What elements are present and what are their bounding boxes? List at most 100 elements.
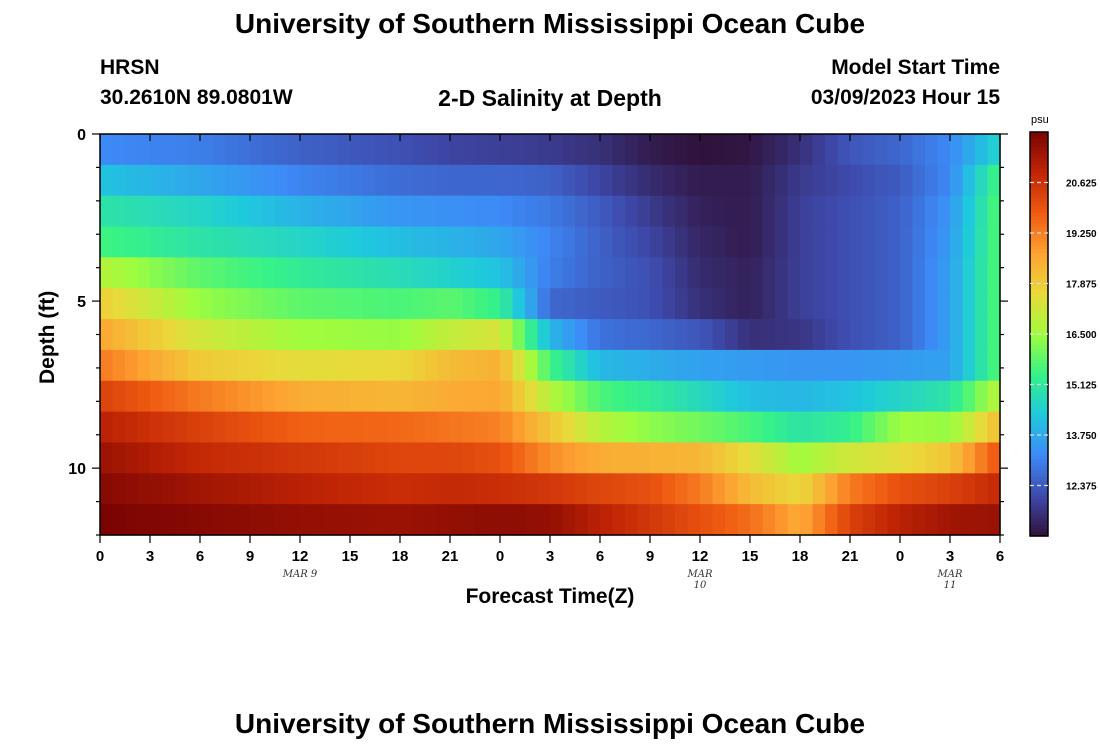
colorbar-segment [1030, 473, 1048, 478]
heatmap-cell [475, 380, 489, 413]
heatmap-cell [512, 442, 526, 474]
heatmap-cell [475, 504, 489, 536]
heatmap-cell [487, 349, 501, 382]
heatmap-cell [525, 473, 539, 505]
heatmap-cell [825, 195, 839, 228]
heatmap-cell [200, 226, 214, 258]
colorbar-segment [1030, 425, 1048, 431]
heatmap-cell [462, 195, 476, 228]
heatmap-cell [887, 195, 901, 228]
heatmap-cell [237, 319, 251, 351]
heatmap-cell [900, 380, 914, 413]
colorbar-segment [1030, 345, 1048, 350]
heatmap-cell [137, 226, 151, 258]
heatmap-cell [950, 288, 964, 320]
heatmap-cell [487, 442, 501, 474]
heatmap-cell [162, 349, 176, 382]
heatmap-cell [175, 349, 189, 382]
heatmap-cell [437, 288, 451, 320]
heatmap-cell [800, 195, 814, 228]
heatmap-cell [812, 257, 826, 289]
heatmap-cell [987, 411, 1001, 444]
heatmap-cell [312, 349, 326, 382]
x-tick-label: 15 [742, 548, 759, 565]
heatmap-cell [712, 504, 726, 536]
heatmap-cell [937, 380, 951, 413]
heatmap-cell [287, 504, 301, 536]
heatmap-cell [412, 504, 426, 536]
heatmap-cell [950, 442, 964, 474]
colorbar-segment [1030, 311, 1048, 317]
heatmap-cell [837, 442, 851, 474]
heatmap-cell [412, 442, 426, 474]
heatmap-cell [425, 504, 439, 536]
heatmap-cell [212, 257, 226, 289]
heatmap-cell [225, 134, 239, 166]
heatmap-cell [287, 349, 301, 382]
heatmap-cell [887, 504, 901, 536]
heatmap-cell [125, 504, 139, 536]
heatmap-cell [425, 473, 439, 505]
heatmap-cell [762, 411, 776, 444]
heatmap-cell [250, 380, 264, 413]
colorbar-segment [1030, 223, 1048, 229]
heatmap-cell [450, 164, 464, 197]
heatmap-cell [462, 226, 476, 258]
heatmap-cell [537, 319, 551, 351]
heatmap-cell [562, 380, 576, 413]
colorbar-segment [1030, 513, 1048, 519]
heatmap-cell [687, 195, 701, 228]
heatmap-cell [200, 257, 214, 289]
heatmap-cell [587, 442, 601, 474]
heatmap-cell [675, 442, 689, 474]
heatmap-cell [975, 195, 989, 228]
heatmap-cell [800, 442, 814, 474]
heatmap-cell [212, 319, 226, 351]
heatmap-cell [325, 226, 339, 258]
heatmap-cell [112, 442, 126, 474]
heatmap-cell [737, 319, 751, 351]
heatmap-cell [212, 411, 226, 444]
heatmap-cell [950, 319, 964, 351]
heatmap-cell [125, 442, 139, 474]
heatmap-cell [725, 257, 739, 289]
heatmap-cell [450, 349, 464, 382]
heatmap-cell [750, 442, 764, 474]
heatmap-cell [937, 164, 951, 197]
heatmap-cell [525, 411, 539, 444]
heatmap-cell [250, 226, 264, 258]
x-tick-label: 9 [646, 548, 654, 565]
heatmap-cell [800, 411, 814, 444]
heatmap-cell [287, 288, 301, 320]
heatmap-cell [950, 164, 964, 197]
heatmap-cell [175, 504, 189, 536]
heatmap-cell [475, 473, 489, 505]
colorbar-segment [1030, 334, 1048, 339]
heatmap-cell [650, 257, 664, 289]
heatmap-cell [462, 349, 476, 382]
heatmap-cell [975, 349, 989, 382]
colorbar-segment [1030, 429, 1048, 434]
colorbar-segment [1030, 510, 1048, 515]
heatmap-cell [912, 442, 926, 474]
heatmap-cell [287, 319, 301, 351]
heatmap-cell [987, 504, 1001, 536]
colorbar-tick-label: 13.750 [1066, 431, 1097, 442]
heatmap-cell [850, 288, 864, 320]
heatmap-cell [662, 257, 676, 289]
heatmap-cell [625, 257, 639, 289]
heatmap-cell [650, 164, 664, 197]
heatmap-cell [737, 473, 751, 505]
heatmap-cell [825, 442, 839, 474]
colorbar-segment [1030, 227, 1048, 232]
heatmap-cell [412, 195, 426, 228]
heatmap-cell [475, 349, 489, 382]
heatmap-cell [312, 380, 326, 413]
heatmap-cell [837, 504, 851, 536]
heatmap-cell [237, 226, 251, 258]
colorbar-tick-label: 16.500 [1066, 330, 1097, 341]
heatmap-cell [975, 411, 989, 444]
heatmap-cell [500, 134, 514, 166]
heatmap-cell [612, 164, 626, 197]
heatmap-cell [650, 288, 664, 320]
